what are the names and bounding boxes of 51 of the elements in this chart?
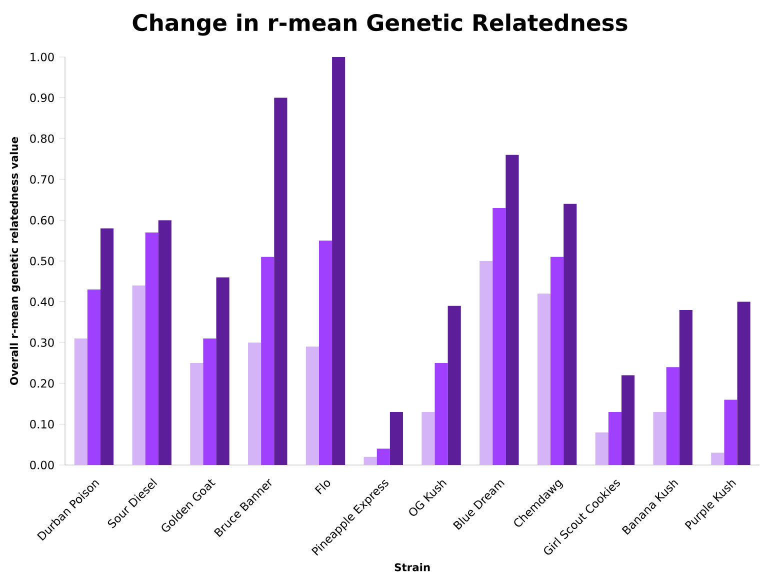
bar xyxy=(145,232,158,465)
bar xyxy=(306,346,319,465)
y-tick-label: 0.00 xyxy=(30,460,54,470)
bar xyxy=(376,448,390,465)
bar xyxy=(87,290,100,465)
bar xyxy=(724,400,738,465)
bar xyxy=(158,220,172,465)
bar xyxy=(132,285,146,465)
bar xyxy=(492,208,506,465)
chart-title: Change in r-mean Genetic Relatedness xyxy=(132,14,628,36)
bar xyxy=(608,412,622,465)
bar xyxy=(480,261,493,465)
bar xyxy=(537,294,551,465)
bar xyxy=(679,310,692,465)
bar xyxy=(203,338,216,465)
x-tick-label: Flo xyxy=(314,480,330,494)
bar xyxy=(653,412,666,465)
bar xyxy=(364,456,377,465)
y-tick-label: 0.50 xyxy=(30,256,54,266)
bar xyxy=(216,277,230,465)
y-tick-label: 0.30 xyxy=(30,338,54,347)
bar xyxy=(506,154,519,465)
y-axis-title: Overall r-mean genetic relatedness value xyxy=(10,137,20,385)
bar xyxy=(595,432,608,465)
bar xyxy=(737,302,750,465)
bar xyxy=(621,375,635,465)
y-tick-label: 0.80 xyxy=(30,134,54,143)
bar xyxy=(448,306,461,465)
bar xyxy=(318,240,332,465)
bar xyxy=(248,342,262,465)
y-tick-label: 0.60 xyxy=(30,216,54,224)
bar xyxy=(390,412,403,465)
bar xyxy=(434,363,448,465)
y-tick-label: 0.20 xyxy=(30,379,54,388)
bar xyxy=(261,256,274,465)
bar xyxy=(190,363,204,465)
y-tick-label: 0.70 xyxy=(30,175,54,184)
x-axis-title: Strain xyxy=(394,563,430,572)
bar xyxy=(564,204,577,465)
y-tick-label: 0.10 xyxy=(30,420,54,428)
y-tick-label: 0.40 xyxy=(30,298,54,306)
bar xyxy=(666,367,680,465)
bar xyxy=(274,98,288,465)
bar xyxy=(100,228,114,465)
bar xyxy=(332,57,346,465)
bar xyxy=(550,256,564,465)
y-tick-label: 1.00 xyxy=(30,52,54,62)
bar xyxy=(74,338,88,465)
y-tick-label: 0.90 xyxy=(30,94,54,102)
bar xyxy=(711,452,724,465)
bar xyxy=(422,412,435,465)
